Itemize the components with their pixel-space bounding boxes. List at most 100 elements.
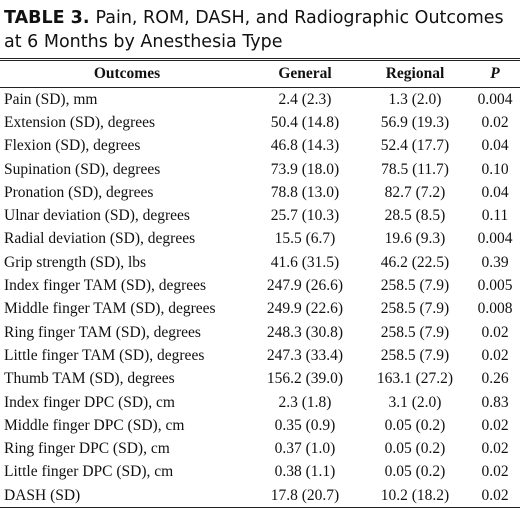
row-label: Index finger DPC (SD), cm <box>4 393 175 411</box>
table-cell: 0.02 <box>481 113 509 131</box>
row-label: Radial deviation (SD), degrees <box>4 230 196 248</box>
table-cell: 52.4 (17.7) <box>380 137 450 155</box>
table-cell: 0.38 (1.1) <box>274 463 336 481</box>
table-cell: 163.1 (27.2) <box>376 370 454 388</box>
table-cell: 258.5 (7.9) <box>380 323 450 341</box>
table-cell: 1.3 (2.0) <box>388 90 442 108</box>
table-cell: 248.3 (30.8) <box>266 323 344 341</box>
row-label: Little finger TAM (SD), degrees <box>4 346 205 364</box>
table-row: Ring finger DPC (SD), cm 0.37 (1.0) 0.05 (… <box>0 437 520 460</box>
table-cell: 3.1 (2.0) <box>388 393 442 411</box>
table-cell: 0.10 <box>481 160 509 178</box>
row-label: Grip strength (SD), lbs <box>4 253 147 271</box>
table-cell: 2.3 (1.8) <box>278 393 332 411</box>
table-caption: Pain, ROM, DASH, and Radiographic Outcom… <box>4 8 504 52</box>
row-label: Flexion (SD), degrees <box>4 137 141 155</box>
table-cell: 78.8 (13.0) <box>270 183 340 201</box>
row-label: Thumb TAM (SD), degrees <box>4 370 175 388</box>
table-cell: 10.2 (18.2) <box>380 486 450 504</box>
table-cell: 46.2 (22.5) <box>380 253 450 271</box>
row-label: Pronation (SD), degrees <box>4 183 154 201</box>
column-header: General <box>250 59 360 88</box>
table-cell: 247.3 (33.4) <box>266 346 344 364</box>
table-cell: 156.2 (39.0) <box>266 370 344 388</box>
table-cell: 0.83 <box>481 393 509 411</box>
row-label: Middle finger TAM (SD), degrees <box>4 300 216 318</box>
table-row: DASH (SD) 17.8 (20.7) 10.2 (18.2) 0.02 <box>0 484 520 508</box>
row-label: Supination (SD), degrees <box>4 160 161 178</box>
table-cell: 41.6 (31.5) <box>270 253 340 271</box>
table-cell: 19.6 (9.3) <box>384 230 446 248</box>
table-row: Index finger TAM (SD), degrees 247.9 (26.… <box>0 274 520 297</box>
table-cell: 17.8 (20.7) <box>270 486 340 504</box>
table-cell: 2.4 (2.3) <box>278 90 332 108</box>
row-label: Ulnar deviation (SD), degrees <box>4 207 190 225</box>
table-cell: 0.02 <box>481 463 509 481</box>
table-cell: 0.02 <box>481 416 509 434</box>
table-cell: 249.9 (22.6) <box>266 300 344 318</box>
table-row: Pronation (SD), degrees 78.8 (13.0) 82.7 (… <box>0 181 520 204</box>
table-cell: 56.9 (19.3) <box>380 113 450 131</box>
column-header: Outcomes <box>0 59 250 88</box>
row-label: Middle finger DPC (SD), cm <box>4 416 185 434</box>
table-row: Index finger DPC (SD), cm 2.3 (1.8) 3.1 (2… <box>0 391 520 414</box>
table-label: TABLE 3. <box>4 8 90 28</box>
row-label: Index finger TAM (SD), degrees <box>4 277 207 295</box>
table-cell: 0.35 (0.9) <box>274 416 336 434</box>
table-row: Supination (SD), degrees 73.9 (18.0) 78.5 … <box>0 158 520 181</box>
table-cell: 73.9 (18.0) <box>270 160 340 178</box>
table-row: Grip strength (SD), lbs 41.6 (31.5) 46.2 (… <box>0 251 520 274</box>
table-cell: 0.37 (1.0) <box>274 440 336 458</box>
table-cell: 0.04 <box>481 137 509 155</box>
table-cell: 0.39 <box>481 253 509 271</box>
table-cell: 0.02 <box>481 486 509 504</box>
table-cell: 258.5 (7.9) <box>380 300 450 318</box>
table-cell: 0.005 <box>477 277 513 295</box>
table-cell: 258.5 (7.9) <box>380 277 450 295</box>
row-label: Pain (SD), mm <box>4 90 98 108</box>
row-label: Little finger DPC (SD), cm <box>4 463 174 481</box>
table-cell: 28.5 (8.5) <box>384 207 446 225</box>
table-cell: 0.26 <box>481 370 509 388</box>
table-cell: 0.02 <box>481 346 509 364</box>
table-cell: 0.05 (0.2) <box>384 440 446 458</box>
table-cell: 0.004 <box>477 230 513 248</box>
table-row: Ulnar deviation (SD), degrees 25.7 (10.3)… <box>0 204 520 227</box>
column-header: P <box>470 59 520 88</box>
table-row: Radial deviation (SD), degrees 15.5 (6.7)… <box>0 228 520 251</box>
table-cell: 258.5 (7.9) <box>380 346 450 364</box>
table-cell: 0.11 <box>481 207 509 225</box>
table-cell: 25.7 (10.3) <box>270 207 340 225</box>
table-row: Little finger TAM (SD), degrees 247.3 (33… <box>0 344 520 367</box>
table-cell: 0.04 <box>481 183 509 201</box>
table-cell: 0.05 (0.2) <box>384 416 446 434</box>
table-cell: 78.5 (11.7) <box>381 160 449 178</box>
row-label: Extension (SD), degrees <box>4 113 156 131</box>
row-label: DASH (SD) <box>4 486 81 504</box>
table-cell: 0.008 <box>477 300 513 318</box>
table-row: Flexion (SD), degrees 46.8 (14.3) 52.4 (17… <box>0 135 520 158</box>
table-cell: 15.5 (6.7) <box>274 230 336 248</box>
table-cell: 46.8 (14.3) <box>270 137 340 155</box>
table-cell: 82.7 (7.2) <box>384 183 446 201</box>
table-row: Little finger DPC (SD), cm 0.38 (1.1) 0.05… <box>0 461 520 484</box>
table-cell: 0.02 <box>481 440 509 458</box>
row-label: Ring finger DPC (SD), cm <box>4 440 170 458</box>
table-row: Thumb TAM (SD), degrees 156.2 (39.0) 163.1… <box>0 368 520 391</box>
table-body: Pain (SD), mm 2.4 (2.3) 1.3 (2.0) 0.004 Exte… <box>0 88 520 508</box>
table-row: Middle finger DPC (SD), cm 0.35 (0.9) 0.05… <box>0 414 520 437</box>
row-label: Ring finger TAM (SD), degrees <box>4 323 201 341</box>
table-cell: 0.02 <box>481 323 509 341</box>
table-row: Pain (SD), mm 2.4 (2.3) 1.3 (2.0) 0.004 <box>0 88 520 112</box>
table-title: TABLE 3. Pain, ROM, DASH, and Radiographi… <box>4 6 514 54</box>
header-row: Outcomes General Regional P <box>0 59 520 88</box>
outcomes-table: Outcomes General Regional P Pain (SD), mm 2.… <box>0 58 520 509</box>
table-row: Middle finger TAM (SD), degrees 249.9 (22… <box>0 298 520 321</box>
column-header: Regional <box>360 59 470 88</box>
table-cell: 50.4 (14.8) <box>270 113 340 131</box>
table-cell: 247.9 (26.6) <box>266 277 344 295</box>
table-row: Extension (SD), degrees 50.4 (14.8) 56.9 (… <box>0 111 520 134</box>
table-row: Ring finger TAM (SD), degrees 248.3 (30.8… <box>0 321 520 344</box>
table-cell: 0.05 (0.2) <box>384 463 446 481</box>
